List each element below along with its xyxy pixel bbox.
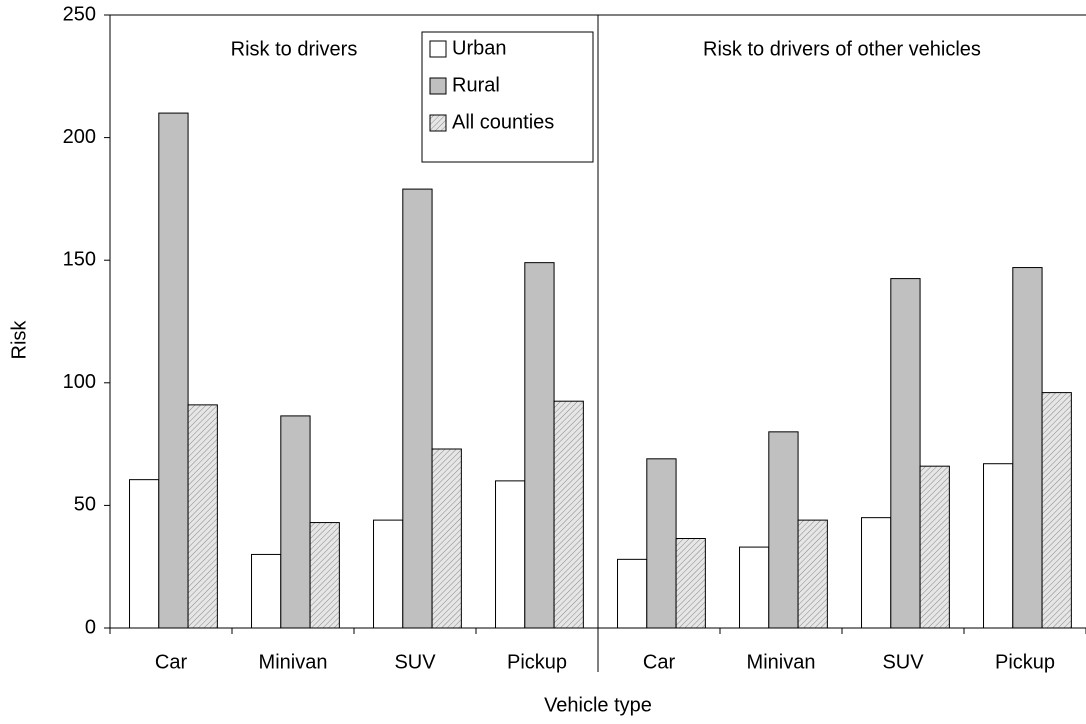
legend-label: All counties (452, 111, 554, 133)
legend-swatch (429, 77, 447, 95)
bar (768, 431, 799, 629)
y-tick-label: 200 (63, 126, 96, 148)
bar (431, 448, 462, 629)
legend-box (421, 31, 594, 163)
legend-label: Rural (452, 74, 500, 96)
y-tick-label: 50 (74, 494, 96, 516)
bar (797, 519, 828, 629)
legend-swatch (429, 114, 447, 132)
bar (646, 458, 677, 629)
bar (495, 480, 526, 629)
x-tick-label: Car (155, 651, 188, 673)
bar (675, 538, 706, 629)
bar (983, 463, 1014, 629)
bar (553, 400, 584, 629)
x-tick-label: Pickup (995, 651, 1055, 673)
bar (129, 479, 160, 629)
bar (919, 465, 950, 629)
bar (402, 188, 433, 629)
legend-swatch (429, 40, 447, 58)
bar (187, 404, 218, 629)
bar (1012, 267, 1043, 629)
bar (617, 558, 648, 629)
y-tick-label: 150 (63, 248, 96, 270)
bar (280, 415, 311, 629)
bar (890, 278, 921, 629)
bar (251, 553, 282, 629)
x-tick-label: Pickup (507, 651, 567, 673)
bar (158, 112, 189, 629)
bar (739, 546, 770, 629)
x-tick-label: Car (643, 651, 676, 673)
bar (1041, 392, 1072, 629)
x-tick-label: SUV (882, 651, 924, 673)
bar (373, 519, 404, 629)
panel-annotation: Risk to drivers of other vehicles (703, 38, 981, 60)
x-tick-label: SUV (394, 651, 436, 673)
y-tick-label: 250 (63, 3, 96, 25)
bar (309, 522, 340, 629)
bar (524, 262, 555, 629)
x-tick-label: Minivan (259, 651, 328, 673)
panel-annotation: Risk to drivers (231, 38, 358, 60)
legend-label: Urban (452, 37, 506, 59)
y-axis-label: Risk (8, 320, 30, 360)
x-tick-label: Minivan (747, 651, 816, 673)
y-tick-label: 0 (85, 616, 96, 638)
y-tick-label: 100 (63, 371, 96, 393)
bar (861, 517, 892, 629)
x-axis-label: Vehicle type (544, 694, 652, 716)
